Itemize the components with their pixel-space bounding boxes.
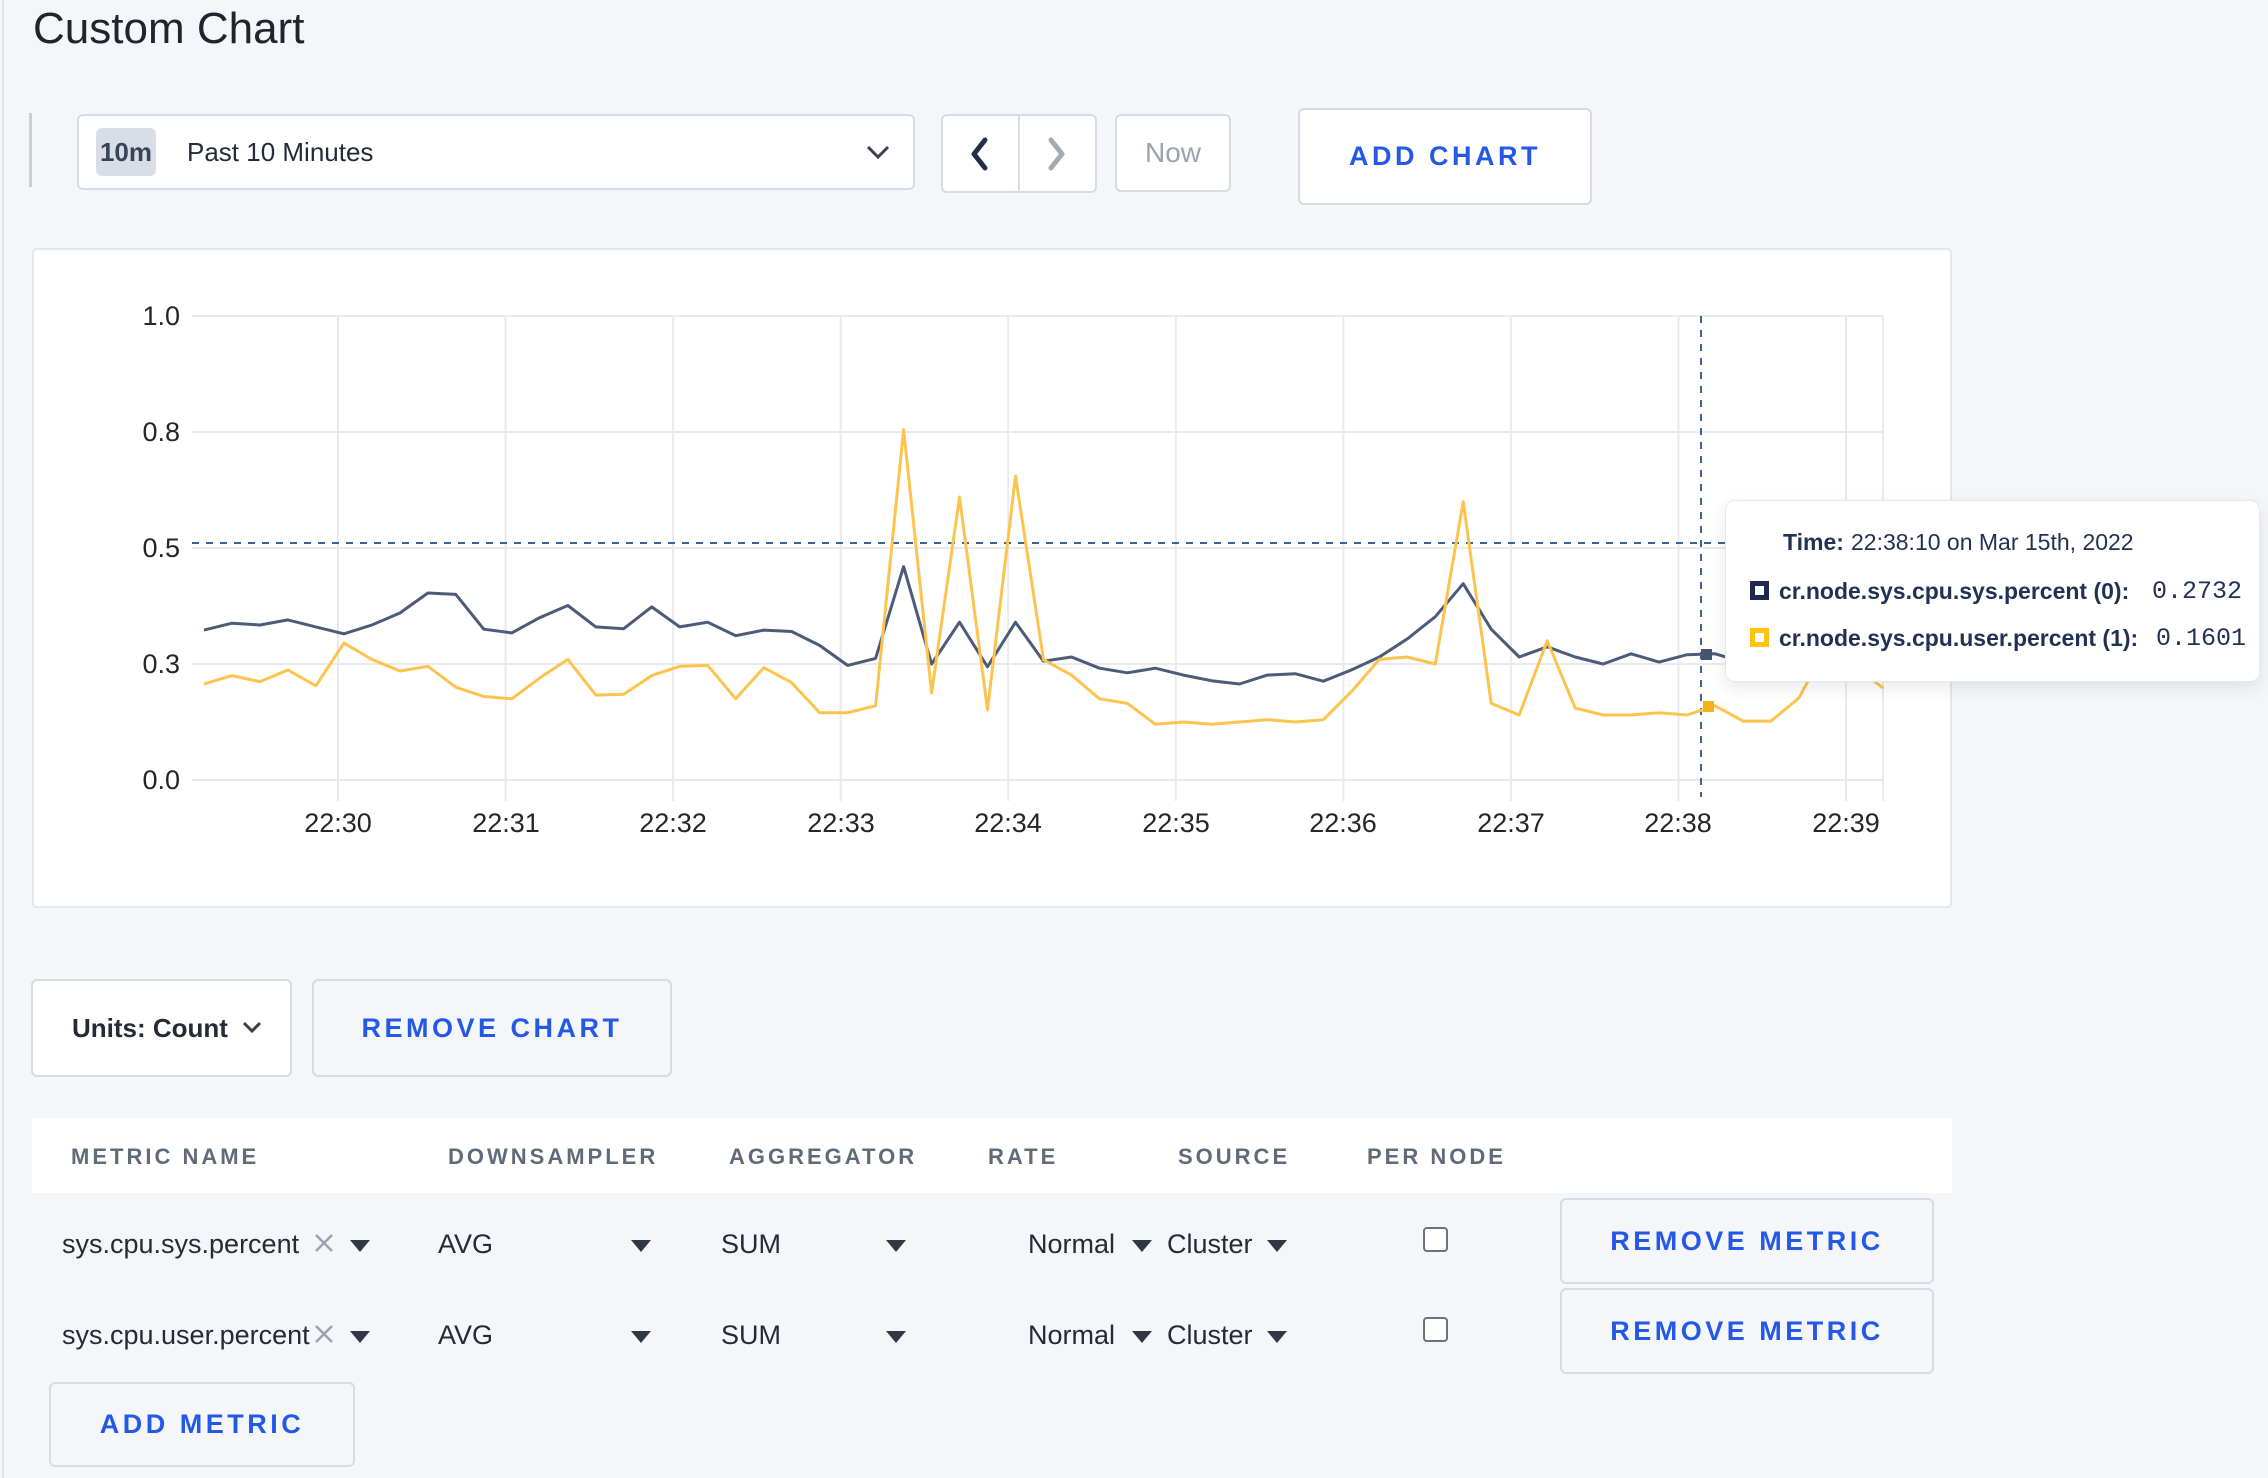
svg-text:22:32: 22:32	[639, 808, 707, 838]
svg-text:22:34: 22:34	[974, 808, 1042, 838]
svg-text:22:31: 22:31	[472, 808, 540, 838]
svg-text:22:37: 22:37	[1477, 808, 1545, 838]
svg-text:22:30: 22:30	[304, 808, 372, 838]
svg-text:22:36: 22:36	[1309, 808, 1377, 838]
svg-text:0.8: 0.8	[142, 417, 180, 447]
svg-text:22:38: 22:38	[1644, 808, 1712, 838]
svg-text:22:39: 22:39	[1812, 808, 1880, 838]
svg-text:0.5: 0.5	[142, 533, 180, 563]
svg-text:0.0: 0.0	[142, 765, 180, 795]
svg-text:0.3: 0.3	[142, 649, 180, 679]
svg-text:22:33: 22:33	[807, 808, 875, 838]
svg-text:22:35: 22:35	[1142, 808, 1210, 838]
svg-text:1.0: 1.0	[142, 301, 180, 331]
